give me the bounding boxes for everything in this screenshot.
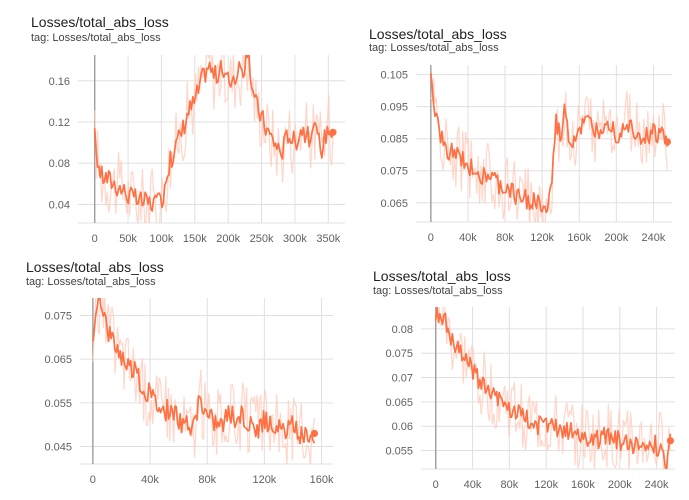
chart-title: Losses/total_abs_loss: [26, 259, 164, 275]
y-tick-label: 0.045: [44, 442, 72, 454]
x-tick-label: 120k: [534, 479, 558, 491]
x-tick-label: 80k: [198, 474, 216, 486]
y-tick-label: 0.16: [49, 76, 70, 88]
x-tick-label: 50k: [119, 233, 137, 245]
series-line: [429, 72, 669, 214]
x-tick-label: 150k: [183, 233, 207, 245]
x-tick-label: 200k: [608, 479, 632, 491]
x-tick-label: 200k: [604, 232, 628, 244]
chart-title: Losses/total_abs_loss: [31, 14, 169, 30]
y-tick-label: 0.065: [44, 354, 72, 366]
x-tick-label: 160k: [310, 474, 334, 486]
series-end-point: [663, 138, 671, 146]
chart-panel-1: Losses/total_abs_loss tag: Losses/total_…: [0, 0, 350, 250]
series-raw-line: [92, 298, 315, 464]
y-tick-label: 0.08: [392, 324, 413, 336]
chart-tag: tag: Losses/total_abs_loss: [26, 276, 156, 288]
series-end-point: [666, 437, 674, 445]
x-tick-label: 40k: [141, 474, 159, 486]
y-tick-label: 0.04: [49, 199, 70, 211]
y-tick-label: 0.06: [392, 421, 413, 433]
chart-panel-4: Losses/total_abs_loss tag: Losses/total_…: [345, 250, 689, 500]
y-tick-label: 0.065: [385, 397, 413, 409]
x-tick-label: 160k: [571, 479, 595, 491]
chart-plot[interactable]: 0.04 0.08 0.12 0.16 0 50k 100k 150k 200k 250k 300k…: [0, 0, 350, 250]
chart-panel-3: Losses/total_abs_loss tag: Losses/total_…: [0, 250, 350, 500]
y-tick-label: 0.075: [380, 166, 408, 178]
x-tick-label: 40k: [464, 479, 482, 491]
chart-tag: tag: Losses/total_abs_loss: [31, 32, 161, 44]
series-line: [434, 307, 672, 469]
y-tick-label: 0.075: [44, 310, 72, 322]
y-tick-label: 0.065: [380, 198, 408, 210]
x-tick-label: 0: [92, 233, 98, 245]
chart-title: Losses/total_abs_loss: [369, 26, 507, 42]
y-tick-label: 0.07: [392, 373, 413, 385]
x-tick-label: 160k: [567, 232, 591, 244]
x-tick-label: 350k: [316, 233, 340, 245]
x-tick-label: 0: [433, 479, 439, 491]
y-tick-label: 0.12: [49, 117, 70, 129]
x-tick-label: 120k: [252, 474, 276, 486]
y-tick-label: 0.085: [380, 134, 408, 146]
series-end-point: [310, 429, 319, 438]
series-line: [92, 298, 316, 445]
series-line: [93, 55, 334, 212]
series-raw-line: [430, 78, 668, 222]
x-tick-label: 0: [428, 232, 434, 244]
series-group: [434, 307, 672, 469]
x-tick-label: 240k: [642, 232, 666, 244]
x-tick-label: 80k: [500, 479, 518, 491]
x-tick-label: 120k: [530, 232, 554, 244]
y-tick-label: 0.075: [385, 348, 413, 360]
chart-tag: tag: Losses/total_abs_loss: [369, 42, 499, 54]
x-tick-label: 0: [90, 474, 96, 486]
y-tick-label: 0.105: [380, 70, 408, 82]
y-tick-label: 0.055: [44, 398, 72, 410]
series-group: [429, 72, 669, 222]
series-raw-line: [435, 307, 671, 469]
x-tick-label: 100k: [150, 233, 174, 245]
chart-plot[interactable]: 0.045 0.055 0.065 0.075 0 40k 80k 120k 160k: [0, 250, 350, 500]
chart-plot[interactable]: 0.065 0.075 0.085 0.095 0.105 0 40k 80k 120k 160k…: [345, 0, 689, 250]
x-tick-label: 200k: [216, 233, 240, 245]
x-tick-label: 40k: [459, 232, 477, 244]
x-tick-label: 250k: [250, 233, 274, 245]
chart-title: Losses/total_abs_loss: [373, 268, 511, 284]
x-tick-label: 300k: [283, 233, 307, 245]
x-tick-label: 240k: [645, 479, 669, 491]
x-tick-label: 80k: [496, 232, 514, 244]
series-group: [92, 298, 316, 464]
y-tick-label: 0.08: [49, 158, 70, 170]
series-group: [93, 55, 334, 223]
chart-tag: tag: Losses/total_abs_loss: [373, 285, 503, 297]
y-tick-label: 0.055: [385, 446, 413, 458]
y-tick-label: 0.095: [380, 102, 408, 114]
chart-plot[interactable]: 0.055 0.06 0.065 0.07 0.075 0.08 0 40k 80k 120k 16…: [345, 250, 689, 500]
chart-panel-2: Losses/total_abs_loss tag: Losses/total_…: [345, 0, 689, 250]
series-raw-line: [94, 55, 334, 223]
series-end-point: [329, 128, 337, 136]
